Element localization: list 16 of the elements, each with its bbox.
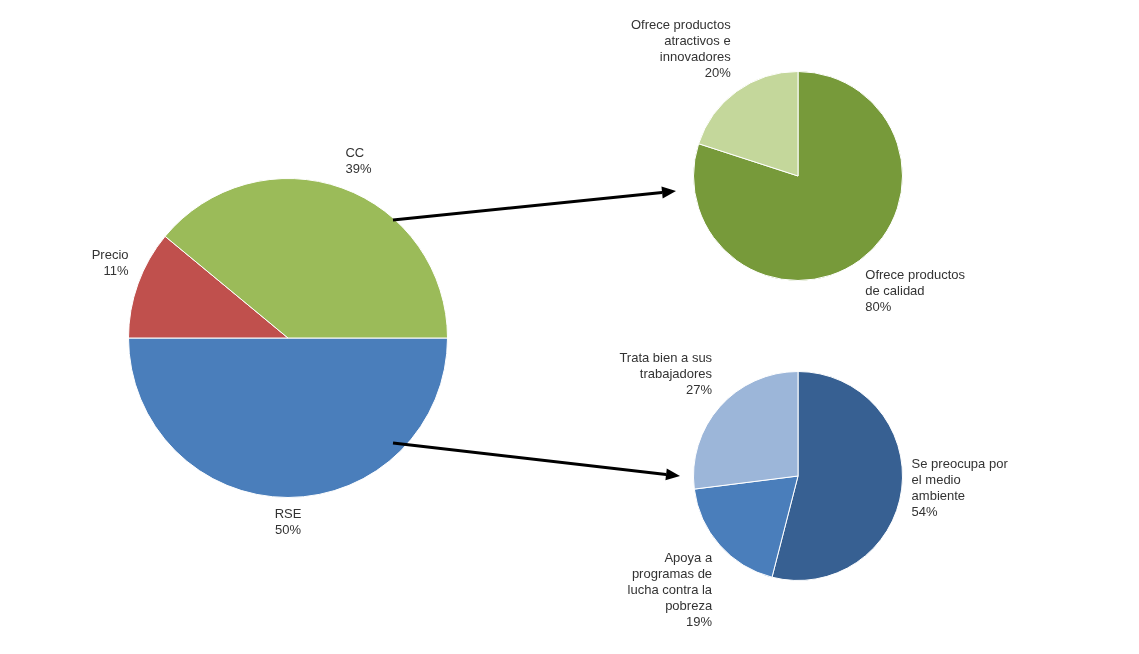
slice-label: Precio bbox=[91, 246, 129, 262]
slice-label: Trata bien a sus trabajadores bbox=[619, 350, 713, 382]
data-label: 54% bbox=[911, 504, 939, 520]
data-label: 11% bbox=[103, 262, 129, 278]
data-label: 50% bbox=[274, 521, 302, 537]
slice-label: Ofrece productos de calidad bbox=[865, 266, 966, 298]
data-label: 39% bbox=[345, 160, 372, 176]
slice-label: CC bbox=[345, 144, 365, 160]
data-label: 27% bbox=[686, 382, 713, 398]
data-label: 80% bbox=[865, 298, 892, 314]
slice-label: Ofrece productos atractivos e innovadores bbox=[630, 17, 732, 65]
data-label: 19% bbox=[686, 613, 713, 629]
slice-label: Apoya a programas de lucha contra la pobreza bbox=[627, 549, 713, 613]
data-label: 20% bbox=[704, 65, 732, 81]
slice-label: Se preocupa por el medio ambiente bbox=[911, 456, 1009, 504]
slice-label: RSE bbox=[274, 505, 302, 521]
